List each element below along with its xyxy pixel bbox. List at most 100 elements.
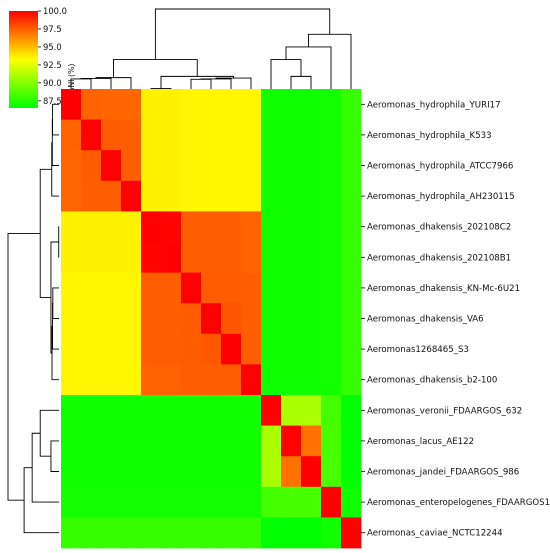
heatmap-cell	[341, 242, 362, 273]
heatmap-cell	[101, 211, 122, 243]
heatmap-cell	[121, 119, 142, 151]
heatmap-cell	[281, 333, 302, 365]
heatmap-cell	[241, 211, 262, 243]
heatmap-cell	[281, 211, 302, 243]
heatmap-cell	[81, 395, 102, 426]
row-label: Aeromonas_lacus_AE122	[367, 437, 474, 447]
heatmap-cell	[301, 364, 322, 396]
row-label: Aeromonas_dhakensis_VA6	[367, 315, 484, 325]
row-label: Aeromonas_jandei_FDAARGOS_986	[367, 468, 519, 478]
heatmap-cell	[241, 303, 262, 335]
heatmap-cell	[221, 364, 242, 396]
row-label: Aeromonas_dhakensis_b2-100	[367, 376, 497, 386]
heatmap-cell	[301, 486, 322, 518]
heatmap-cell	[221, 517, 242, 549]
heatmap-grid	[61, 89, 362, 549]
heatmap-cell	[281, 425, 302, 457]
heatmap-cell	[161, 333, 182, 365]
heatmap-cell	[241, 333, 262, 365]
dendrogram-branch	[215, 77, 252, 89]
colorbar-tick-label: 95.0	[43, 42, 62, 52]
heatmap-cell	[141, 517, 162, 549]
heatmap-cell	[341, 89, 362, 120]
heatmap-cell	[321, 395, 342, 426]
heatmap-cell	[321, 119, 342, 151]
heatmap-cell	[201, 456, 222, 488]
row-label: Aeromonas_dhakensis_202108C2	[367, 223, 511, 233]
dendrogram-branch	[308, 33, 352, 89]
heatmap-cell	[61, 486, 82, 518]
heatmap-cell	[81, 517, 102, 549]
heatmap-cell	[81, 180, 102, 212]
row-label: Aeromonas_enteropelogenes_FDAARGOS1510	[367, 498, 550, 508]
heatmap-cell	[121, 211, 142, 243]
colorbar-tick-label: 90.0	[43, 78, 62, 88]
row-dendrogram	[7, 103, 60, 534]
dendrogram-branch	[290, 75, 312, 89]
heatmap-cell	[261, 486, 282, 518]
heatmap-cell	[341, 180, 362, 212]
heatmap-cell	[141, 211, 162, 243]
colorbar-title: ANI (%)	[67, 64, 76, 93]
heatmap-cell	[321, 425, 342, 457]
heatmap-cell	[261, 119, 282, 151]
dendrogram-branch	[39, 409, 59, 457]
heatmap-cell	[281, 486, 302, 518]
heatmap-cell	[341, 211, 362, 243]
heatmap-cell	[121, 303, 142, 335]
heatmap-cell	[161, 395, 182, 426]
heatmap-cell	[141, 425, 162, 457]
heatmap-cell	[221, 395, 242, 426]
dendrogram-branch	[23, 467, 59, 534]
heatmap-cell	[81, 150, 102, 182]
heatmap-cell	[141, 119, 162, 151]
heatmap-cell	[321, 150, 342, 182]
heatmap-cell	[101, 333, 122, 365]
heatmap-cell	[121, 272, 142, 304]
heatmap-cell	[261, 242, 282, 273]
heatmap-cell	[261, 272, 282, 304]
row-label: Aeromonas_dhakensis_202108B1	[367, 253, 511, 263]
heatmap-cell	[61, 89, 82, 120]
heatmap-cell	[201, 425, 222, 457]
dendrogram-branch	[51, 325, 59, 381]
heatmap-cell	[281, 517, 302, 549]
heatmap-cell	[301, 395, 322, 426]
heatmap-cell	[81, 303, 102, 335]
heatmap-cell	[201, 395, 222, 426]
heatmap-cell	[161, 272, 182, 304]
heatmap-cell	[141, 303, 162, 335]
heatmap-cell	[261, 517, 282, 549]
dendrogram-branch	[270, 59, 302, 89]
heatmap-cell	[281, 150, 302, 182]
heatmap-cell	[221, 272, 242, 304]
heatmap-cell	[221, 89, 242, 120]
heatmap-cell	[281, 456, 302, 488]
heatmap-cell	[301, 272, 322, 304]
row-label: Aeromonas_hydrophila_K533	[367, 131, 492, 141]
heatmap-cell	[221, 180, 242, 212]
heatmap-cell	[341, 364, 362, 396]
heatmap-cell	[341, 517, 362, 549]
heatmap-cell	[141, 395, 162, 426]
heatmap-cell	[241, 89, 262, 120]
colorbar-gradient	[9, 11, 38, 108]
colorbar-tick-label: 87.5	[43, 96, 62, 106]
heatmap-cell	[61, 517, 82, 549]
heatmap-cell	[301, 89, 322, 120]
heatmap-cell	[201, 242, 222, 273]
heatmap-cell	[161, 180, 182, 212]
heatmap-cell	[101, 425, 122, 457]
heatmap-cell	[181, 303, 202, 335]
heatmap-cell	[81, 486, 102, 518]
heatmap-cell	[81, 272, 102, 304]
heatmap-cell	[281, 89, 302, 120]
heatmap-cell	[261, 211, 282, 243]
heatmap-cell	[121, 517, 142, 549]
heatmap-cell	[161, 517, 182, 549]
dendrogram-branch	[50, 440, 59, 472]
heatmap-cell	[241, 180, 262, 212]
heatmap-cell	[341, 119, 362, 151]
heatmap-cell	[241, 425, 262, 457]
column-dendrogram	[70, 8, 352, 90]
